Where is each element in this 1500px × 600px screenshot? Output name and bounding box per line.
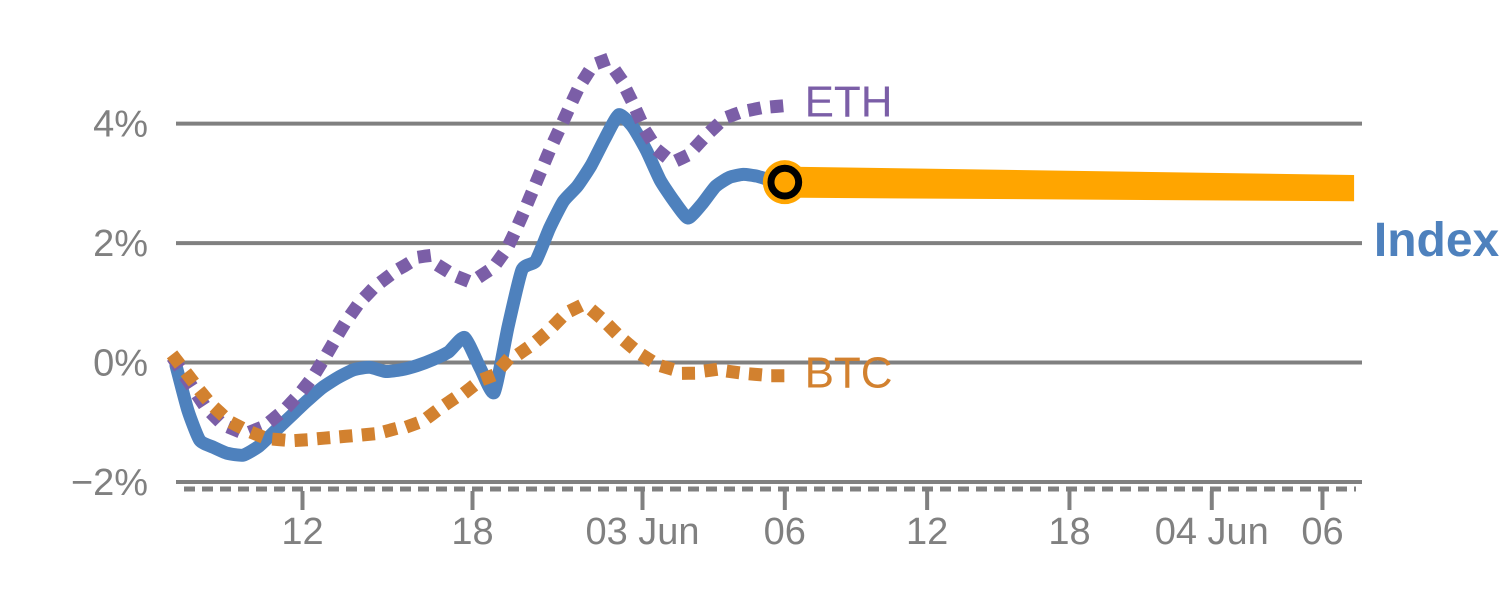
x-tick-label: 04 Jun	[1155, 511, 1269, 553]
series-lines	[166, 54, 792, 462]
x-tick-label: 03 Jun	[585, 511, 699, 553]
x-tick-label: 06	[764, 511, 806, 553]
forecast-band	[784, 166, 1355, 202]
x-tick-label: 06	[1301, 511, 1343, 553]
x-tick-label: 12	[906, 511, 948, 553]
forecast-band-shape	[784, 166, 1355, 202]
series-line-eth	[166, 54, 792, 440]
annotation-btc: BTC	[805, 348, 893, 397]
y-tick-label: 0%	[93, 343, 148, 385]
series-annotations: ETH BTC Index	[805, 78, 1500, 398]
x-tick-label: 18	[1048, 511, 1090, 553]
x-axis-tick-labels: 12 18 03 Jun 06 12 18 04 Jun 06	[281, 511, 1343, 553]
x-axis-tickmarks	[300, 491, 1325, 510]
series-line-index	[169, 108, 792, 462]
annotation-index: Index	[1374, 214, 1500, 267]
marker-ring[interactable]	[767, 164, 803, 200]
annotation-eth: ETH	[805, 78, 893, 127]
x-tick-label: 12	[281, 511, 323, 553]
current-value-marker[interactable]	[762, 160, 807, 205]
series-line-btc	[166, 300, 792, 447]
y-tick-label: 2%	[93, 223, 148, 265]
y-tick-label: 4%	[93, 104, 148, 146]
y-tick-label: −2%	[71, 462, 148, 504]
y-axis-tick-labels: 4% 2% 0% −2%	[71, 104, 148, 504]
x-tick-label: 18	[451, 511, 493, 553]
